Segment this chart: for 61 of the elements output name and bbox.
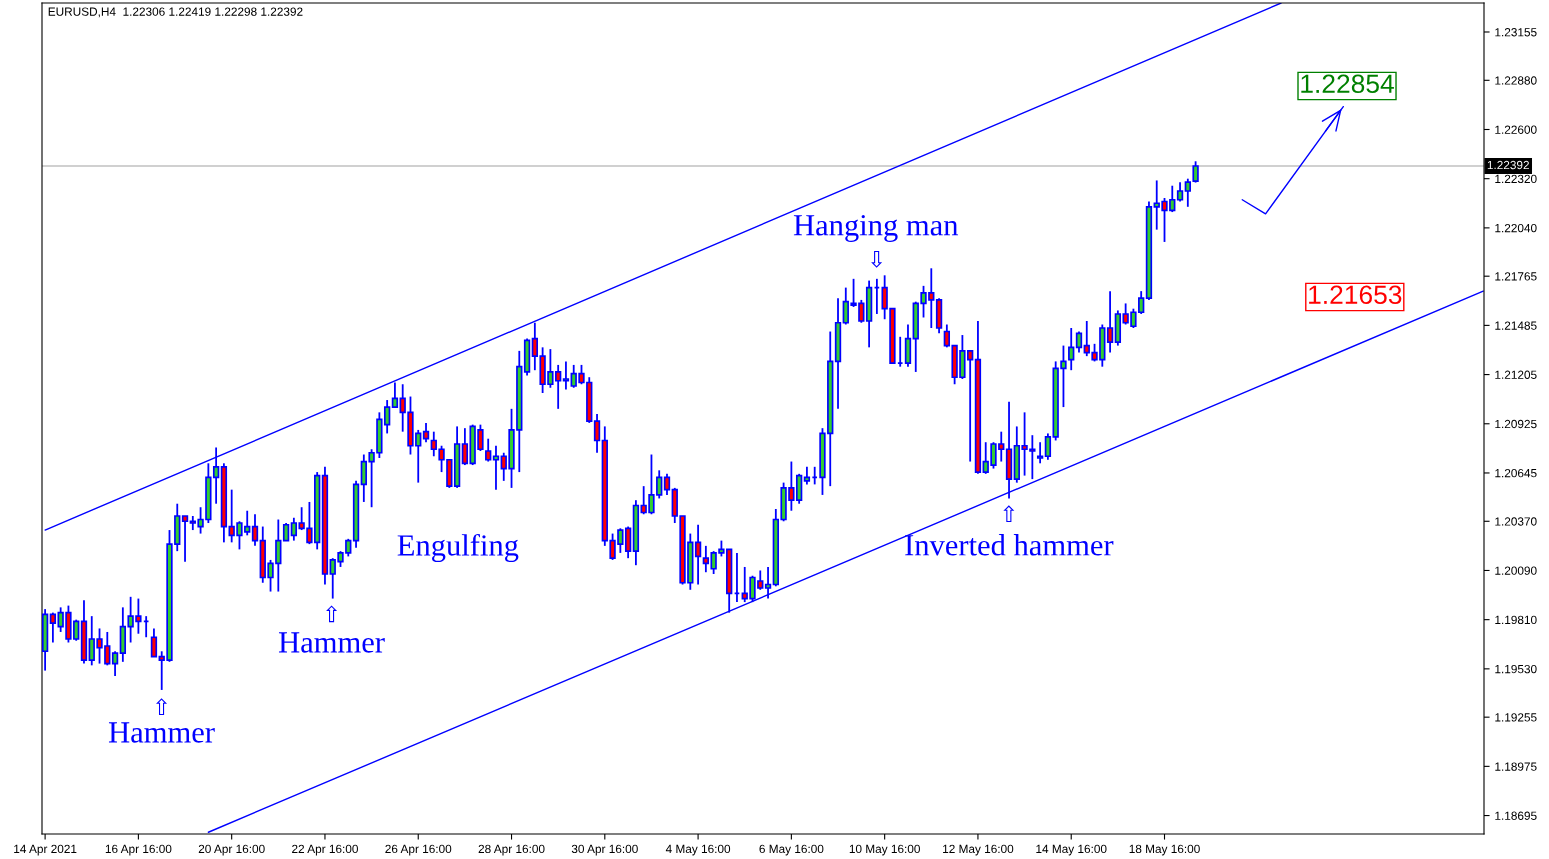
y-tick-label: 1.22880 <box>1495 76 1537 85</box>
candlestick <box>562 360 570 391</box>
y-tick-label: 1.20370 <box>1495 517 1537 526</box>
x-tick-label: 14 Apr 2021 <box>14 844 77 856</box>
candlestick <box>663 472 671 496</box>
y-tick-label: 1.23155 <box>1495 28 1537 37</box>
y-tick-label: 1.21765 <box>1495 272 1537 281</box>
annotation: Engulfing <box>397 533 519 563</box>
y-tick-label: 1.18975 <box>1495 762 1537 771</box>
candlestick <box>181 515 189 563</box>
y-tick-label: 1.20925 <box>1495 419 1537 429</box>
candlestick <box>111 650 119 677</box>
y-tick-label: 1.19810 <box>1495 615 1537 625</box>
candlestick <box>694 523 702 586</box>
x-tick-label: 30 Apr 16:00 <box>571 844 638 856</box>
x-tick-label: 22 Apr 16:00 <box>292 844 358 856</box>
y-tick-label: 1.22600 <box>1495 125 1537 134</box>
candlestick <box>1176 181 1184 203</box>
y-tick-label: 1.21205 <box>1495 370 1537 379</box>
x-tick-label: 10 May 16:00 <box>849 844 920 856</box>
annotation: ⇩ <box>871 250 883 268</box>
y-tick-label: 1.22320 <box>1495 174 1537 184</box>
x-tick-label: 26 Apr 16:00 <box>385 844 452 856</box>
candlestick <box>251 513 259 547</box>
candlestick <box>485 437 492 463</box>
x-tick-label: 14 May 16:00 <box>1036 844 1107 856</box>
candlestick <box>422 421 430 444</box>
y-tick-label: 1.22040 <box>1495 223 1537 233</box>
x-tick-label: 12 May 16:00 <box>943 844 1014 856</box>
annotation: Inverted hammer <box>905 534 1114 556</box>
y-tick-label: 1.20645 <box>1495 469 1537 478</box>
ref-line-label: 1.22392 <box>1487 160 1529 170</box>
annotation: 1.21653 <box>1309 285 1402 305</box>
y-tick-label: 1.19255 <box>1495 713 1537 722</box>
annotation: ⇧ <box>326 605 338 623</box>
candlestick <box>492 444 500 491</box>
candlestick <box>1044 432 1052 461</box>
candlestick <box>764 566 772 600</box>
x-tick-label: 18 May 16:00 <box>1129 844 1200 856</box>
y-tick-label: 1.20090 <box>1495 566 1537 575</box>
candlestick <box>1106 290 1114 354</box>
candlestick <box>593 413 601 454</box>
candlestick <box>391 381 399 408</box>
y-tick-label: 1.18695 <box>1495 811 1537 820</box>
annotation: ⇧ <box>156 698 168 716</box>
chart-title: EURUSD,H4 1.22306 1.22419 1.22298 1.22392 <box>48 7 303 18</box>
candlestick <box>1068 327 1075 372</box>
annotation: ⇧ <box>1003 505 1015 523</box>
x-tick-label: 4 May 16:00 <box>665 844 731 856</box>
candlestick <box>1036 441 1044 465</box>
annotation: 1.22854 <box>1301 74 1394 94</box>
annotation: Hammer <box>108 722 215 743</box>
x-tick-label: 20 Apr 16:00 <box>198 844 265 856</box>
x-tick-label: 6 May 16:00 <box>759 844 824 856</box>
y-tick-label: 1.19530 <box>1495 664 1537 674</box>
annotation: Hanging man <box>793 215 959 242</box>
x-tick-label: 28 Apr 16:00 <box>478 844 545 856</box>
y-tick-label: 1.21485 <box>1495 321 1537 330</box>
annotation: Hammer <box>278 632 385 653</box>
candlestick <box>150 627 158 658</box>
x-tick-label: 16 Apr 16:00 <box>105 844 172 856</box>
